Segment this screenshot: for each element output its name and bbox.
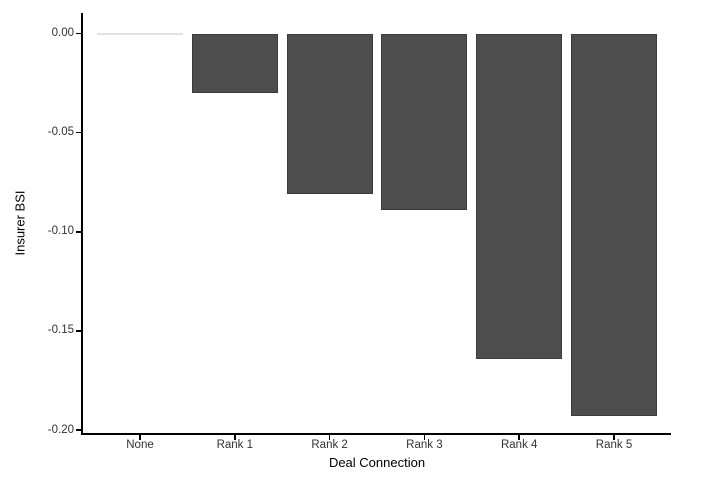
bar-rank-5: [571, 33, 657, 417]
bar-rank-3: [381, 33, 468, 210]
bar-none: [97, 32, 183, 35]
bar-rank-4: [476, 33, 563, 359]
x-tick-label: Rank 2: [311, 438, 348, 451]
y-axis-tick: [76, 32, 81, 35]
y-axis-title: Insurer BSI: [12, 190, 28, 256]
x-axis-line: [81, 433, 671, 435]
x-tick-label: Rank 5: [595, 438, 633, 451]
x-axis-tick: [328, 434, 331, 440]
y-tick-label: -0.20: [47, 423, 74, 436]
x-tick-label: Rank 4: [500, 438, 538, 451]
y-axis-line: [81, 13, 83, 435]
y-tick-label: 0.00: [51, 27, 74, 39]
x-tick-label: None: [126, 438, 154, 451]
y-axis-tick: [76, 330, 81, 332]
y-tick-label: -0.15: [47, 324, 74, 337]
y-axis-tick: [76, 231, 81, 233]
x-axis-tick: [423, 434, 426, 440]
y-tick-label: -0.10: [47, 225, 74, 238]
x-axis-tick: [613, 434, 615, 440]
y-axis-tick: [76, 429, 81, 431]
x-axis-tick: [518, 434, 520, 440]
x-tick-label: Rank 1: [216, 438, 254, 451]
y-axis-tick: [76, 131, 81, 134]
bar-rank-1: [191, 33, 278, 93]
bar-rank-2: [286, 33, 373, 195]
x-axis-tick: [139, 434, 141, 440]
x-axis-tick: [234, 434, 236, 440]
x-axis-title: Deal Connection: [328, 455, 426, 470]
x-tick-label: Rank 3: [406, 438, 443, 451]
y-tick-label: -0.05: [47, 126, 74, 139]
